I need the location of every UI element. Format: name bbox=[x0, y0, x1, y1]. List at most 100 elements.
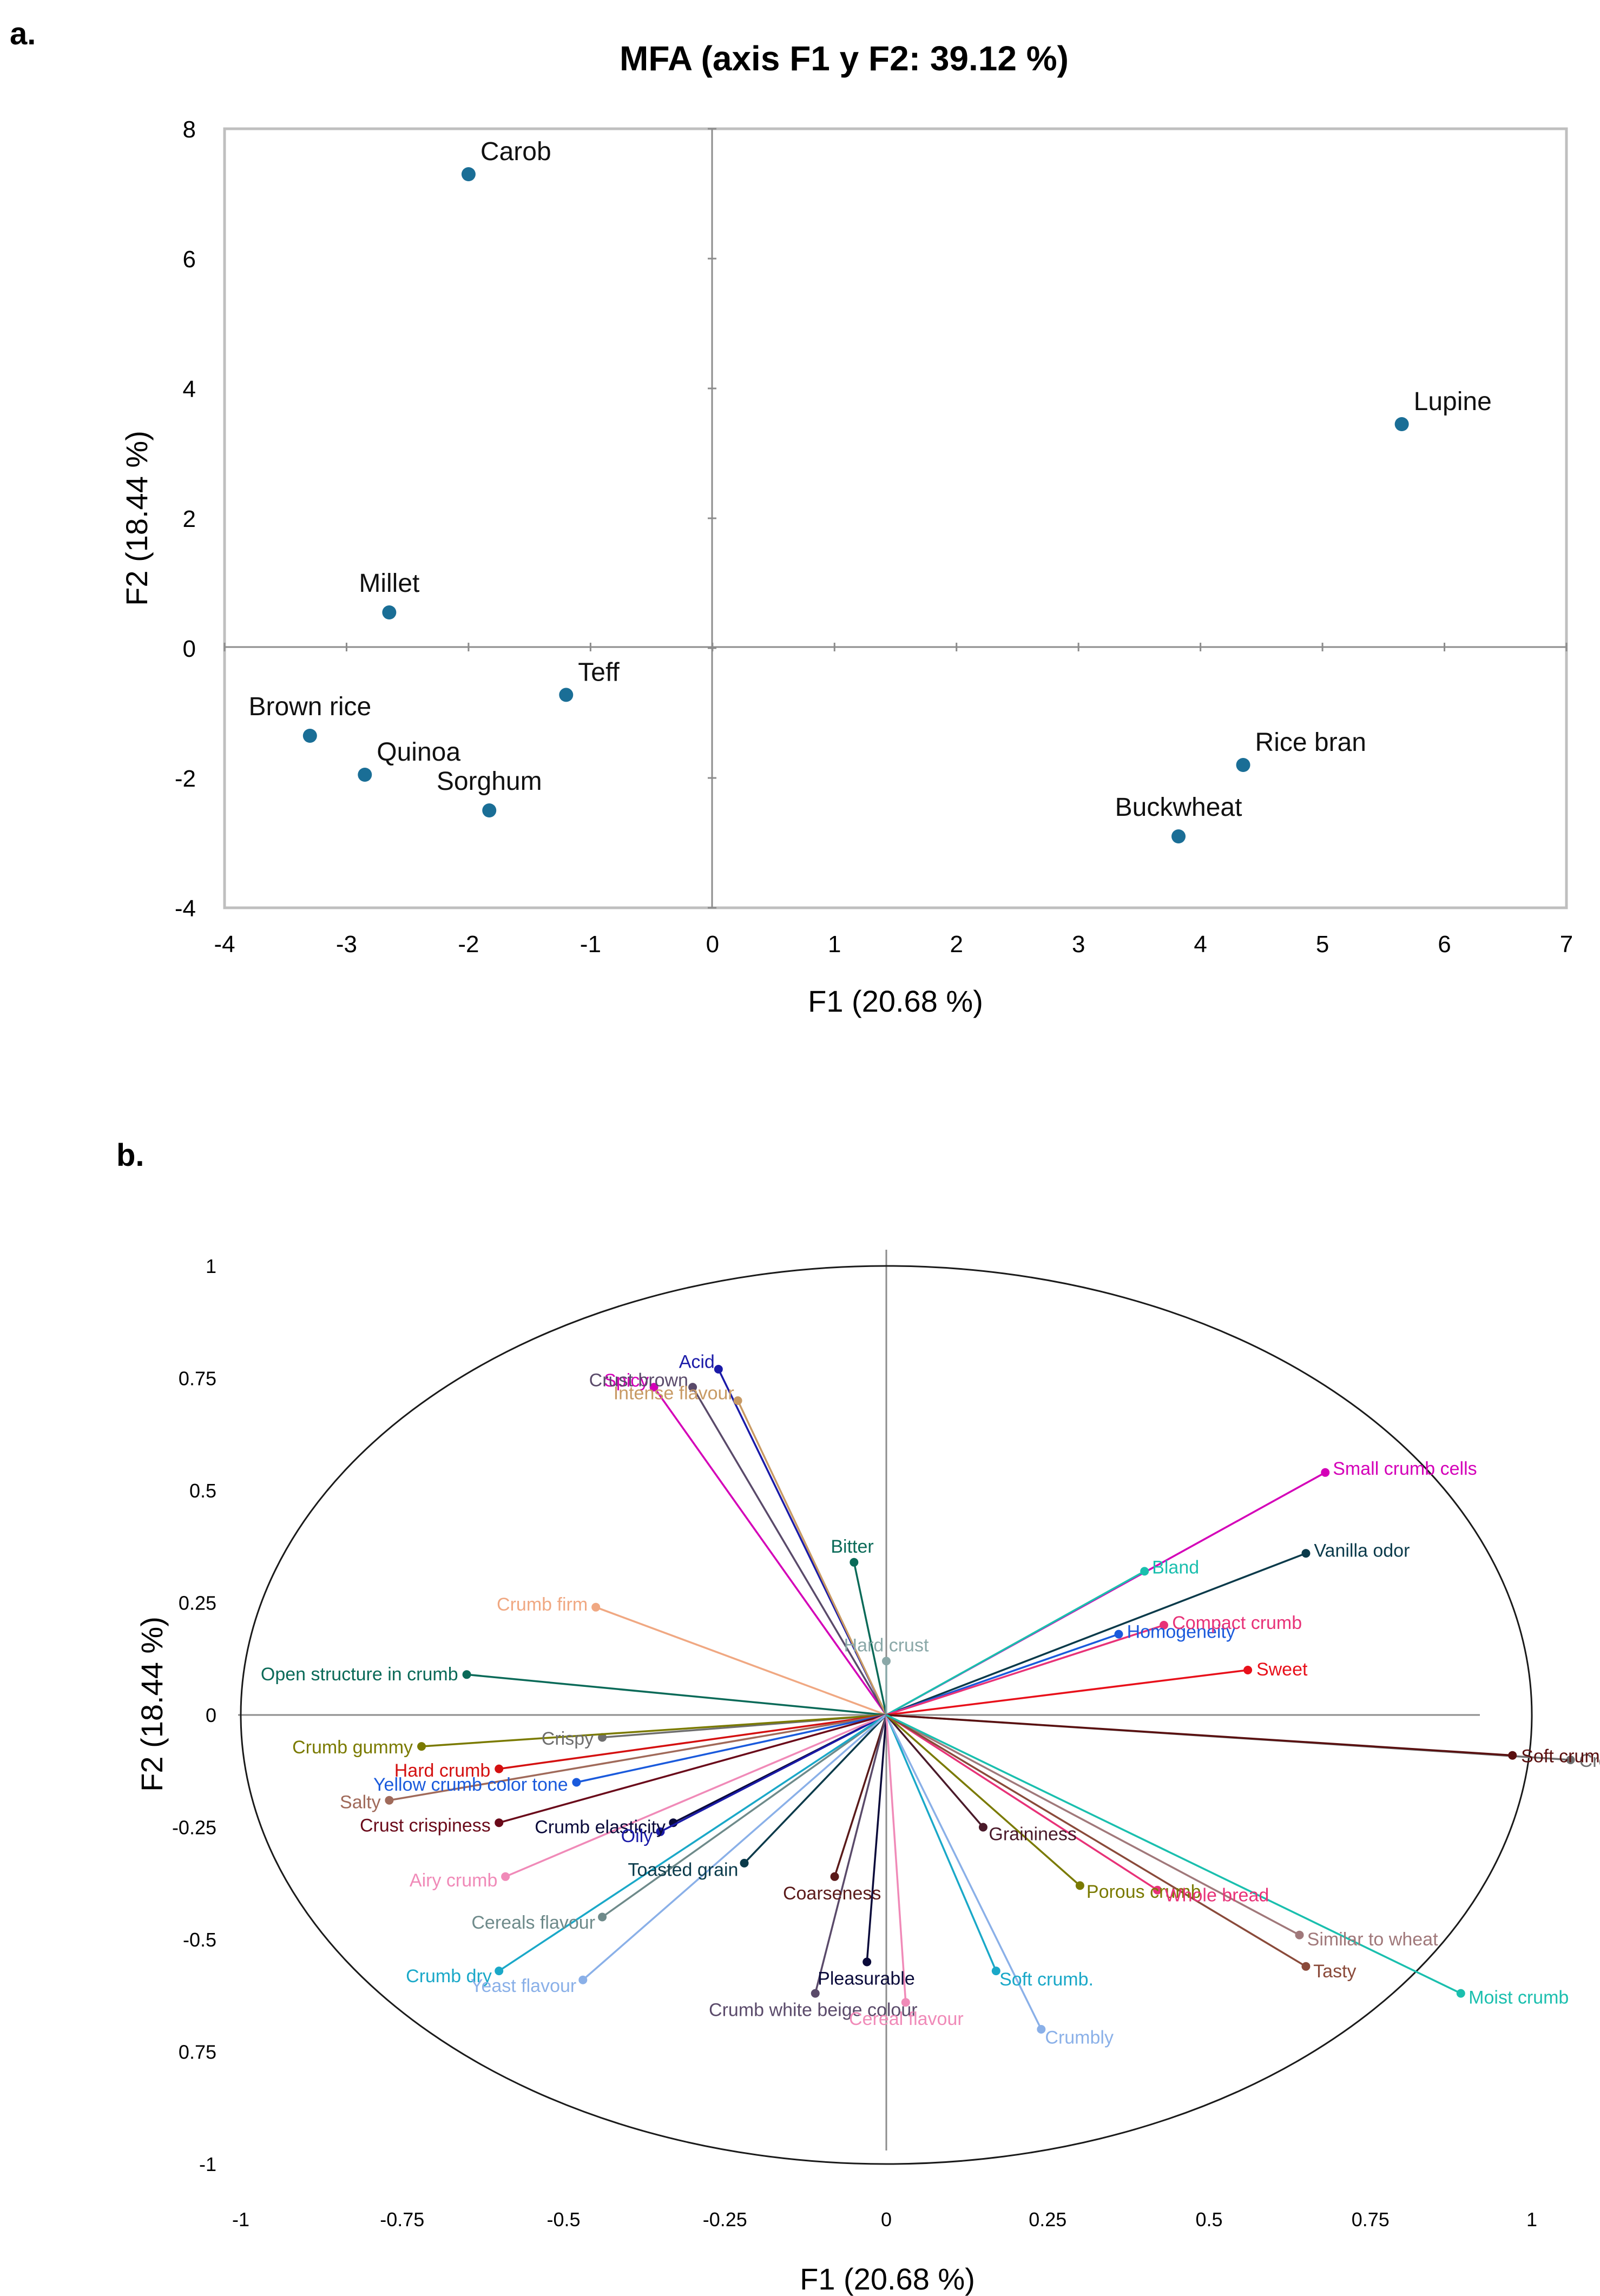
point-label-sorghum: Sorghum bbox=[437, 767, 542, 796]
vector-moist-crumb bbox=[886, 1714, 1461, 1995]
y-tick-label: -4 bbox=[175, 895, 196, 922]
vector-label-acid: Acid bbox=[679, 1352, 715, 1373]
vector-bitter bbox=[853, 1562, 887, 1716]
vector-label-crumbly: Crumbly bbox=[1045, 2027, 1114, 2048]
vector-point-soft-crumb bbox=[1508, 1751, 1517, 1760]
y-tick-label: 0 bbox=[206, 1704, 216, 1726]
vector-point-whole-bread bbox=[1153, 1885, 1162, 1895]
vector-point-crust-crispiness bbox=[495, 1818, 504, 1827]
vector-label-crumb-firm: Crumb firm bbox=[497, 1594, 588, 1615]
vector-open-structure-in-crumb bbox=[466, 1673, 887, 1716]
mfa-scatter-chart: MFA (axis F1 y F2: 39.12 %) -4 -3 -2 -1 0 1 2 3… bbox=[120, 39, 1573, 1018]
point-millet bbox=[382, 605, 397, 619]
vector-point-bitter bbox=[850, 1558, 859, 1567]
vector-point-yeast-flavour bbox=[578, 1975, 588, 1984]
point-label-rice-bran: Rice bran bbox=[1255, 728, 1366, 757]
vector-point-toasted-grain bbox=[740, 1858, 749, 1868]
vector-vanilla-odor bbox=[886, 1552, 1307, 1716]
vector-point-open-structure-in-crumb bbox=[462, 1670, 471, 1679]
x-tick-label: 0.75 bbox=[1352, 2208, 1390, 2231]
vector-point-porous-crumb bbox=[1075, 1881, 1084, 1890]
x-tick-label: 7 bbox=[1560, 931, 1573, 958]
vector-graininess bbox=[885, 1714, 984, 1828]
y-tick-label: 4 bbox=[183, 376, 196, 403]
vector-label-hard-crust: Hard crust bbox=[844, 1635, 929, 1655]
vector-point-pleasurable bbox=[862, 1957, 872, 1967]
vector-spicy bbox=[653, 1387, 887, 1716]
point-lupine bbox=[1394, 417, 1409, 431]
point-label-carob: Carob bbox=[480, 137, 551, 166]
vector-label-compact-crumb: Compact crumb bbox=[1172, 1613, 1302, 1633]
y-tick-label: 0.5 bbox=[189, 1480, 216, 1502]
vector-bland bbox=[886, 1570, 1145, 1716]
vector-label-bitter: Bitter bbox=[831, 1536, 873, 1557]
x-tick-label: -0.75 bbox=[380, 2208, 424, 2231]
panel-a-label: a. bbox=[10, 16, 36, 51]
vector-point-crumb-gummy bbox=[417, 1742, 426, 1751]
vector-point-bland bbox=[1140, 1567, 1149, 1576]
y-axis-label: F2 (18.44 %) bbox=[120, 431, 154, 606]
chart-title: MFA (axis F1 y F2: 39.12 %) bbox=[620, 39, 1069, 78]
y-tick-label: 2 bbox=[183, 506, 196, 532]
x-tick-label: -0.5 bbox=[546, 2208, 580, 2231]
vector-point-graininess bbox=[978, 1823, 987, 1832]
vector-label-crumb-gummy: Crumb gummy bbox=[292, 1737, 413, 1758]
x-axis-label: F1 (20.68 %) bbox=[808, 984, 983, 1018]
vector-label-crumb-dry: Crumb dry bbox=[406, 1966, 492, 1987]
y-tick-label: 0.75 bbox=[179, 1368, 216, 1390]
point-label-brown-rice: Brown rice bbox=[248, 692, 371, 721]
x-axis-label: F1 (20.68 %) bbox=[800, 2262, 975, 2296]
y-tick-label: -2 bbox=[175, 766, 196, 792]
vector-label-creamy: Creamy bbox=[1579, 1751, 1600, 1771]
vector-label-soft-crumb: Soft crumb. bbox=[999, 1969, 1094, 1990]
vector-intense-flavour bbox=[737, 1400, 887, 1716]
vector-label-tasty: Tasty bbox=[1313, 1961, 1356, 1982]
vector-label-crust-crispiness: Crust crispiness bbox=[360, 1815, 491, 1836]
vector-label-sweet: Sweet bbox=[1256, 1659, 1308, 1680]
vector-crumb-white-beige-colour bbox=[814, 1714, 887, 1994]
vector-label-oily: Oily bbox=[621, 1826, 653, 1846]
unit-circle bbox=[240, 1265, 1533, 2165]
vector-label-moist-crumb: Moist crumb bbox=[1469, 1988, 1569, 2008]
vector-label-hard-crumb: Hard crumb bbox=[394, 1760, 491, 1781]
vector-point-moist-crumb bbox=[1456, 1989, 1465, 1998]
point-teff bbox=[559, 688, 574, 702]
vector-point-crust-brown bbox=[688, 1383, 697, 1392]
vector-label-homogeneity: Homogeneity bbox=[1127, 1621, 1235, 1642]
y-tick-label: 0 bbox=[183, 636, 196, 662]
vector-label-similar-to-wheat: Similar to wheat bbox=[1307, 1929, 1438, 1950]
vector-point-hard-crumb bbox=[495, 1764, 504, 1773]
vector-hard-crumb bbox=[498, 1714, 887, 1770]
x-tick-label: 1 bbox=[828, 931, 841, 958]
vector-soft-crumb bbox=[885, 1714, 997, 1971]
vector-label-soft-crumb: Soft crumb bbox=[1521, 1746, 1600, 1767]
vector-crumb-firm bbox=[595, 1606, 887, 1716]
vector-compact-crumb bbox=[886, 1624, 1164, 1716]
x-tick-label: 2 bbox=[950, 931, 963, 958]
vector-oily bbox=[660, 1714, 887, 1833]
vector-point-acid bbox=[714, 1364, 723, 1374]
x-tick-label: 0.5 bbox=[1195, 2208, 1222, 2231]
vector-point-yellow-crumb-color-tone bbox=[572, 1778, 581, 1787]
vector-point-intense-flavour bbox=[733, 1396, 742, 1405]
vector-yeast-flavour bbox=[582, 1714, 887, 1981]
vector-label-yeast-flavour: Yeast flavour bbox=[471, 1976, 576, 1996]
vector-label-crust-brown: Crust brown bbox=[589, 1370, 688, 1390]
vector-point-cereal-flavour bbox=[901, 1998, 910, 2007]
vector-point-airy-crumb bbox=[501, 1872, 510, 1881]
vector-crust-crispiness bbox=[498, 1714, 887, 1824]
vector-label-yellow-crumb-color-tone: Yellow crumb color tone bbox=[373, 1774, 568, 1795]
vector-coarseness bbox=[833, 1714, 887, 1877]
vector-point-creamy bbox=[1566, 1756, 1575, 1764]
vector-label-toasted-grain: Toasted grain bbox=[628, 1859, 738, 1880]
vector-airy-crumb bbox=[505, 1714, 887, 1878]
y-tick-label: 0.25 bbox=[179, 1592, 216, 1614]
vector-point-crumb-white-beige-colour bbox=[811, 1989, 820, 1998]
vector-label-cereal-flavour: Cereal flavour bbox=[849, 2009, 964, 2029]
vector-label-intense-flavour: Intense flavour bbox=[614, 1383, 734, 1404]
x-tick-labels: -4 -3 -2 -1 0 1 2 3 4 5 6 7 bbox=[214, 643, 1573, 958]
vector-label-whole-bread: Whole bread bbox=[1164, 1885, 1269, 1905]
vector-label-coarseness: Coarseness bbox=[783, 1883, 881, 1904]
vector-tasty bbox=[886, 1714, 1307, 1968]
